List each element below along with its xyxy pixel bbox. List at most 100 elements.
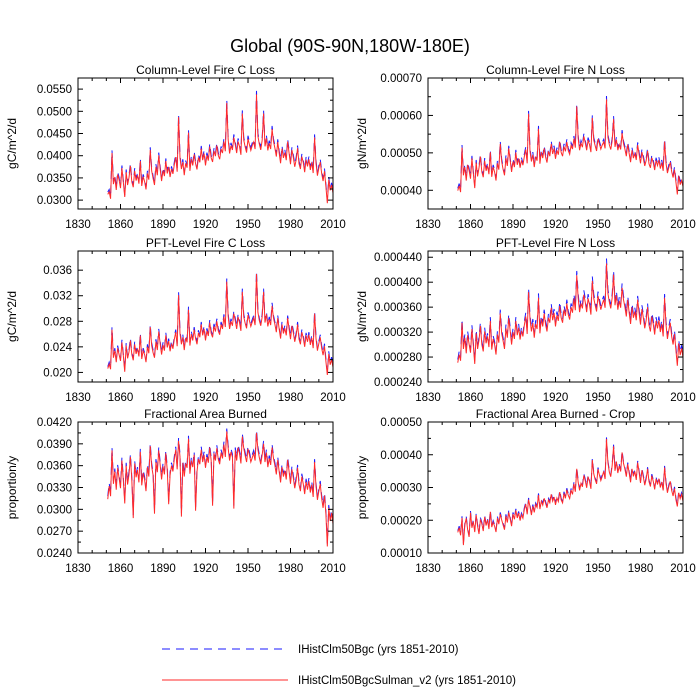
- x-tick-label: 1920: [193, 563, 219, 575]
- panel-5: Fractional Area Burned proportion/y 1830 18…: [5, 407, 346, 575]
- x-tick-label: 1890: [500, 392, 526, 404]
- x-tick-label: 1950: [235, 392, 261, 404]
- y-tick-label: 0.032: [43, 291, 72, 303]
- y-tick-label: 0.00010: [380, 548, 422, 560]
- panel-title: Fractional Area Burned - Crop: [476, 407, 636, 421]
- panel-title: PFT-Level Fire C Loss: [146, 236, 265, 250]
- y-tick-label: 0.0390: [37, 439, 72, 451]
- y-tick-label: 0.00050: [380, 417, 422, 429]
- y-tick-label: 0.000360: [374, 302, 422, 314]
- series-line-case2: [107, 94, 333, 204]
- x-tick-label: 1950: [235, 563, 261, 575]
- x-tick-label: 1860: [108, 392, 134, 404]
- x-tick-label: 1860: [458, 219, 484, 231]
- x-tick-label: 1980: [628, 563, 654, 575]
- y-axis-label: proportion/y: [5, 456, 19, 519]
- y-tick-label: 0.028: [43, 316, 72, 328]
- panel-4: PFT-Level Fire N Loss gN/m^2/d 1830 1860 189…: [355, 236, 696, 404]
- x-tick-label: 1890: [500, 219, 526, 231]
- panel-6: Fractional Area Burned - Crop proportion/…: [355, 407, 696, 575]
- x-tick-label: 2010: [670, 219, 696, 231]
- x-tick-label: 1830: [415, 392, 441, 404]
- y-tick-label: 0.00060: [380, 110, 422, 122]
- y-tick-label: 0.0360: [37, 461, 72, 473]
- x-tick-label: 1980: [278, 563, 304, 575]
- plot-frame: [427, 250, 684, 383]
- y-tick-label: 0.0420: [37, 417, 72, 429]
- legend-label-case2: IHistClm50BgcSulman_v2 (yrs 1851-2010): [298, 675, 516, 687]
- x-tick-label: 1950: [585, 219, 611, 231]
- x-tick-label: 1920: [543, 392, 569, 404]
- x-tick-label: 1920: [543, 219, 569, 231]
- series-line-case2: [457, 99, 683, 195]
- x-tick-label: 1920: [193, 219, 219, 231]
- y-tick-label: 0.0300: [37, 504, 72, 516]
- y-axis-label: proportion/y: [355, 456, 369, 519]
- panel-title: Column-Level Fire N Loss: [486, 63, 625, 77]
- y-tick-label: 0.00020: [380, 515, 422, 527]
- y-tick-label: 0.0270: [37, 526, 72, 538]
- x-tick-label: 1980: [278, 392, 304, 404]
- series-line-case1: [107, 270, 333, 374]
- y-tick-label: 0.0550: [37, 84, 72, 96]
- y-tick-label: 0.00040: [380, 185, 422, 197]
- y-tick-label: 0.000320: [374, 327, 422, 339]
- x-tick-label: 1950: [235, 219, 261, 231]
- x-tick-label: 1950: [585, 392, 611, 404]
- legend: IHistClm50Bgc (yrs 1851-2010) IHistClm50…: [162, 644, 516, 687]
- legend-label-case1: IHistClm50Bgc (yrs 1851-2010): [298, 644, 459, 656]
- panel-3: PFT-Level Fire C Loss gC/m^2/d 1830 1860 189…: [5, 236, 346, 404]
- y-tick-label: 0.0300: [37, 195, 72, 207]
- y-axis-label: gC/m^2/d: [5, 118, 19, 169]
- series-line-case2: [457, 438, 683, 546]
- panel-title: Column-Level Fire C Loss: [136, 63, 275, 77]
- x-tick-label: 1980: [628, 219, 654, 231]
- x-tick-label: 1830: [415, 563, 441, 575]
- panel-1: Column-Level Fire C Loss gC/m^2/d 1830 1860…: [5, 63, 346, 231]
- x-tick-label: 1920: [543, 563, 569, 575]
- x-tick-label: 1830: [65, 563, 91, 575]
- y-tick-label: 0.0400: [37, 151, 72, 163]
- x-tick-label: 1890: [150, 563, 176, 575]
- x-tick-label: 1860: [108, 219, 134, 231]
- x-tick-label: 1920: [193, 392, 219, 404]
- series-line-case1: [457, 95, 683, 193]
- x-tick-label: 2010: [670, 563, 696, 575]
- plot-frame: [427, 77, 684, 210]
- x-tick-label: 1980: [628, 392, 654, 404]
- x-tick-label: 2010: [320, 219, 346, 231]
- plot-frame: [77, 250, 334, 383]
- y-tick-label: 0.0350: [37, 173, 72, 185]
- series-line-case2: [457, 263, 683, 366]
- series-line-case1: [457, 437, 683, 544]
- y-axis-label: gN/m^2/d: [355, 291, 369, 342]
- y-tick-label: 0.036: [43, 265, 72, 277]
- x-tick-label: 2010: [670, 392, 696, 404]
- figure-title: Global (90S-90N,180W-180E): [230, 36, 470, 56]
- y-axis-label: gN/m^2/d: [355, 118, 369, 169]
- y-tick-label: 0.0500: [37, 106, 72, 118]
- x-tick-label: 1980: [278, 219, 304, 231]
- x-tick-label: 1860: [458, 392, 484, 404]
- plot-frame: [427, 421, 684, 554]
- panel-title: Fractional Area Burned: [144, 407, 267, 421]
- series-line-case2: [107, 431, 333, 547]
- x-tick-label: 1890: [500, 563, 526, 575]
- y-tick-label: 0.000240: [374, 377, 422, 389]
- x-tick-label: 1830: [65, 392, 91, 404]
- x-tick-label: 1830: [415, 219, 441, 231]
- x-tick-label: 1860: [458, 563, 484, 575]
- y-tick-label: 0.000280: [374, 352, 422, 364]
- y-tick-label: 0.024: [43, 342, 72, 354]
- y-tick-label: 0.000400: [374, 277, 422, 289]
- y-tick-label: 0.0330: [37, 483, 72, 495]
- x-tick-label: 1950: [585, 563, 611, 575]
- y-tick-label: 0.000440: [374, 252, 422, 264]
- y-tick-label: 0.00030: [380, 483, 422, 495]
- x-tick-label: 1890: [150, 219, 176, 231]
- x-tick-label: 1890: [150, 392, 176, 404]
- series-line-case2: [107, 273, 333, 376]
- y-tick-label: 0.00070: [380, 73, 422, 85]
- x-tick-label: 1830: [65, 219, 91, 231]
